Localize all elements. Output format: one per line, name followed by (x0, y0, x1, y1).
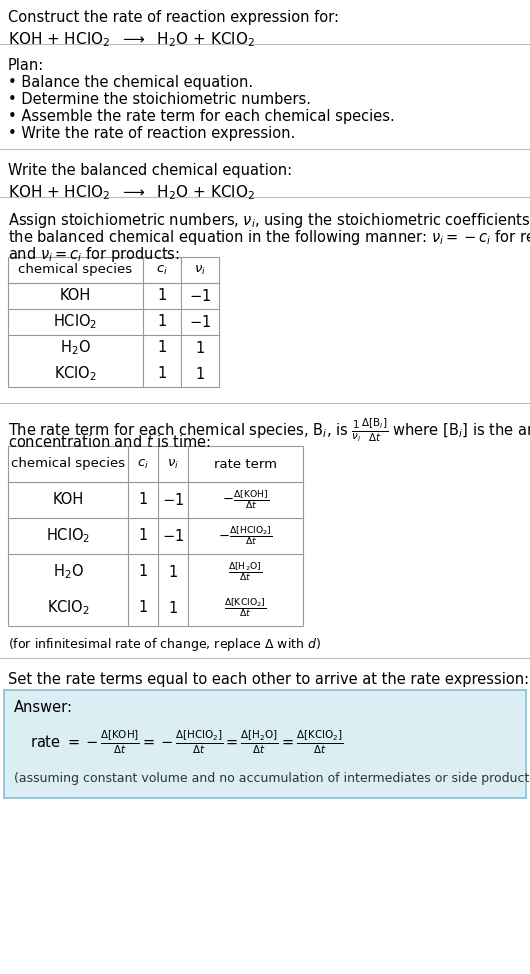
Text: $\nu_i$: $\nu_i$ (167, 458, 179, 470)
Text: $\frac{\Delta[\mathrm{KClO_2}]}{\Delta t}$: $\frac{\Delta[\mathrm{KClO_2}]}{\Delta t… (224, 596, 267, 619)
Text: $\frac{\Delta[\mathrm{H_2O}]}{\Delta t}$: $\frac{\Delta[\mathrm{H_2O}]}{\Delta t}$ (228, 561, 263, 583)
Text: $-1$: $-1$ (162, 492, 184, 508)
Text: concentration and $t$ is time:: concentration and $t$ is time: (8, 434, 211, 450)
Text: $-\frac{\Delta[\mathrm{HClO_2}]}{\Delta t}$: $-\frac{\Delta[\mathrm{HClO_2}]}{\Delta … (218, 525, 273, 547)
Text: rate term: rate term (214, 458, 277, 470)
Text: • Balance the chemical equation.: • Balance the chemical equation. (8, 75, 253, 90)
Text: $-1$: $-1$ (189, 314, 211, 330)
Text: chemical species: chemical species (19, 264, 132, 277)
Text: 1: 1 (157, 341, 166, 356)
Text: 1: 1 (138, 601, 148, 616)
Text: The rate term for each chemical species, B$_i$, is $\frac{1}{\nu_i}\frac{\Delta[: The rate term for each chemical species,… (8, 417, 530, 444)
Text: $c_i$: $c_i$ (156, 263, 168, 277)
Text: KClO$_2$: KClO$_2$ (54, 364, 97, 384)
Text: Set the rate terms equal to each other to arrive at the rate expression:: Set the rate terms equal to each other t… (8, 672, 529, 687)
Text: $\nu_i$: $\nu_i$ (194, 263, 206, 277)
Text: (for infinitesimal rate of change, replace Δ with $d$): (for infinitesimal rate of change, repla… (8, 636, 321, 653)
Text: 1: 1 (157, 288, 166, 304)
Text: KOH: KOH (52, 493, 84, 507)
Text: KOH: KOH (60, 288, 91, 304)
Text: Write the balanced chemical equation:: Write the balanced chemical equation: (8, 163, 292, 178)
Text: 1: 1 (138, 493, 148, 507)
Text: H$_2$O: H$_2$O (52, 563, 83, 581)
Text: rate $= -\frac{\Delta[\mathrm{KOH}]}{\Delta t} = -\frac{\Delta[\mathrm{HClO_2}]}: rate $= -\frac{\Delta[\mathrm{KOH}]}{\De… (30, 729, 343, 756)
Text: (assuming constant volume and no accumulation of intermediates or side products): (assuming constant volume and no accumul… (14, 772, 530, 785)
Text: $1$: $1$ (168, 600, 178, 616)
Text: Assign stoichiometric numbers, $\nu_i$, using the stoichiometric coefficients, $: Assign stoichiometric numbers, $\nu_i$, … (8, 211, 530, 230)
FancyBboxPatch shape (8, 257, 219, 387)
Text: $-\frac{\Delta[\mathrm{KOH}]}{\Delta t}$: $-\frac{\Delta[\mathrm{KOH}]}{\Delta t}$ (222, 489, 269, 511)
Text: KClO$_2$: KClO$_2$ (47, 599, 90, 618)
Text: HClO$_2$: HClO$_2$ (46, 527, 90, 545)
Text: the balanced chemical equation in the following manner: $\nu_i = -c_i$ for react: the balanced chemical equation in the fo… (8, 228, 530, 247)
Text: $1$: $1$ (195, 340, 205, 356)
Text: $-1$: $-1$ (189, 288, 211, 304)
Text: $-1$: $-1$ (162, 528, 184, 544)
Text: • Determine the stoichiometric numbers.: • Determine the stoichiometric numbers. (8, 92, 311, 107)
FancyBboxPatch shape (4, 690, 526, 798)
Text: Construct the rate of reaction expression for:: Construct the rate of reaction expressio… (8, 10, 339, 25)
Text: • Assemble the rate term for each chemical species.: • Assemble the rate term for each chemic… (8, 109, 395, 124)
Text: Answer:: Answer: (14, 700, 73, 715)
Text: 1: 1 (138, 565, 148, 580)
Text: • Write the rate of reaction expression.: • Write the rate of reaction expression. (8, 126, 295, 141)
Text: $1$: $1$ (168, 564, 178, 580)
Text: Plan:: Plan: (8, 58, 44, 73)
Text: HClO$_2$: HClO$_2$ (54, 313, 98, 331)
Text: H$_2$O: H$_2$O (60, 339, 91, 357)
Text: KOH + HClO$_2$  $\longrightarrow$  H$_2$O + KClO$_2$: KOH + HClO$_2$ $\longrightarrow$ H$_2$O … (8, 183, 255, 202)
Text: and $\nu_i = c_i$ for products:: and $\nu_i = c_i$ for products: (8, 245, 180, 264)
Text: 1: 1 (157, 315, 166, 329)
Text: $c_i$: $c_i$ (137, 458, 149, 470)
Text: 1: 1 (138, 529, 148, 543)
Text: chemical species: chemical species (11, 458, 125, 470)
Text: $1$: $1$ (195, 366, 205, 382)
FancyBboxPatch shape (8, 446, 303, 626)
Text: 1: 1 (157, 366, 166, 382)
Text: KOH + HClO$_2$  $\longrightarrow$  H$_2$O + KClO$_2$: KOH + HClO$_2$ $\longrightarrow$ H$_2$O … (8, 30, 255, 49)
